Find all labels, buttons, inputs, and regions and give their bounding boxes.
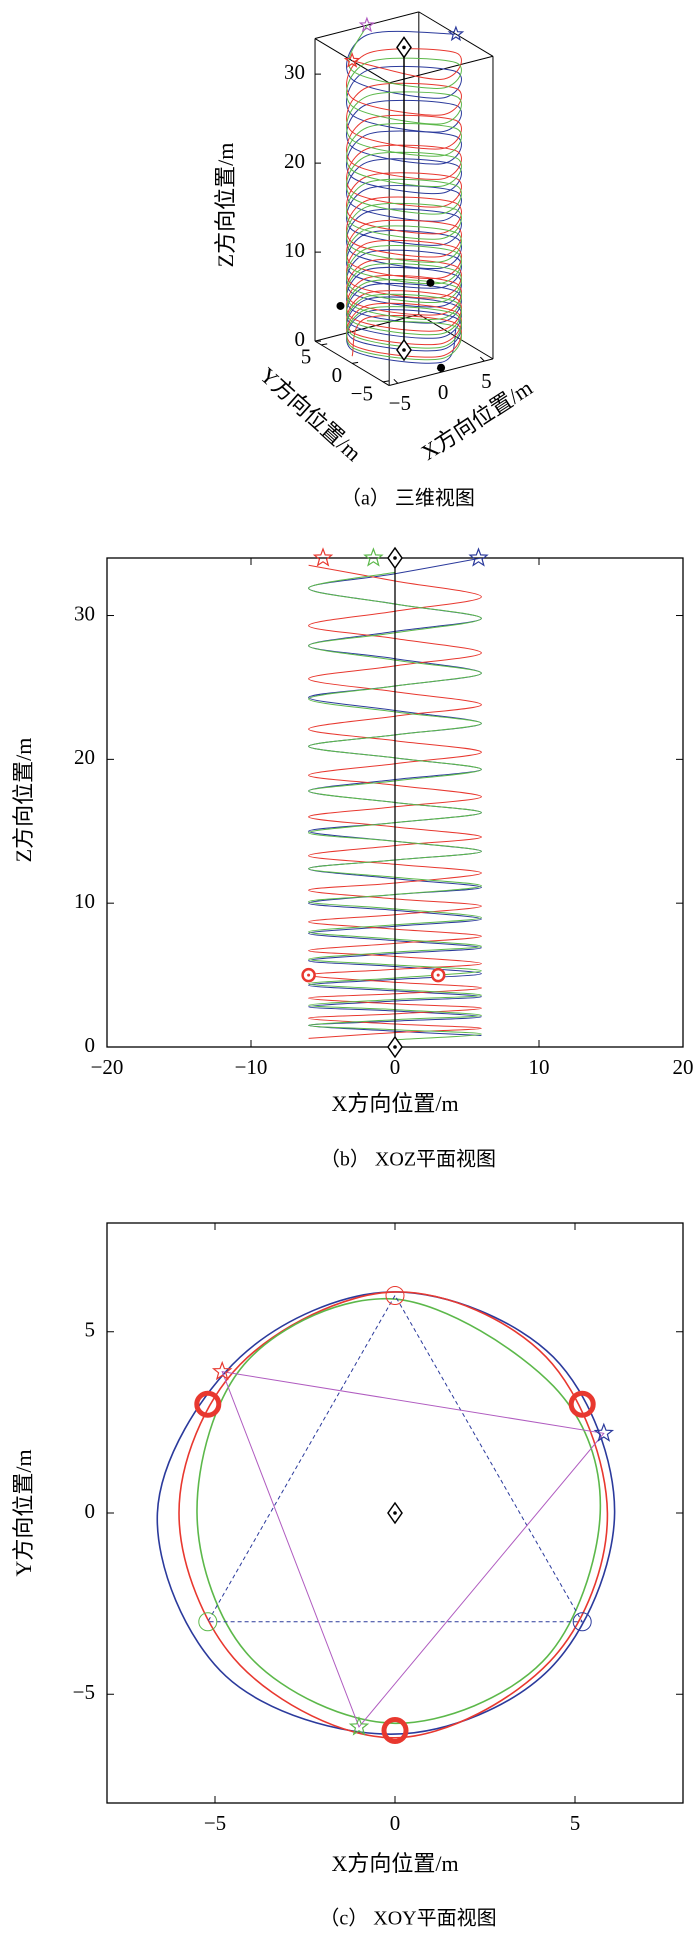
y-axis-label: Y方向位置/m [11, 1449, 36, 1576]
target-ring [381, 1717, 409, 1744]
x-tick-label: 20 [673, 1055, 694, 1079]
trajectory-line [346, 30, 462, 364]
star-marker [363, 547, 384, 567]
y-tick-label: 0 [332, 363, 343, 387]
z-tick-label: 20 [284, 149, 305, 173]
target-ring [568, 1390, 596, 1418]
x-tick-label: 10 [529, 1055, 550, 1079]
z-axis-label: Z方向位置/m [213, 143, 238, 268]
star-marker [312, 547, 334, 567]
y-axis-label: Y方向位置/m [255, 362, 366, 466]
y-tick [321, 343, 328, 346]
y-axis-label: Z方向位置/m [11, 738, 36, 863]
z-tick-label: 30 [284, 60, 305, 84]
x-axis-label: X方向位置/m [331, 1091, 458, 1116]
y-tick-label: 20 [74, 745, 95, 769]
diamond-center [393, 556, 397, 560]
axis-box [418, 11, 494, 57]
z-tick-label: 0 [295, 327, 306, 351]
target-ring [194, 1390, 222, 1418]
axis-box [418, 314, 494, 360]
x-tick [479, 356, 485, 362]
star-marker [593, 1422, 615, 1442]
y-tick-label: 0 [85, 1499, 96, 1523]
target-ring-center [307, 973, 311, 977]
y-tick [382, 380, 390, 383]
axis-box [314, 340, 390, 386]
target-ring-center [436, 973, 440, 977]
diamond-center [402, 348, 406, 352]
axis-box [314, 11, 419, 40]
star-marker [211, 1360, 233, 1381]
y-tick-label: −5 [351, 382, 373, 406]
trajectory-line [156, 1291, 616, 1735]
caption: （a） 三维视图 [341, 487, 475, 510]
circle-marker [385, 1286, 405, 1305]
x-tick-label: 5 [481, 369, 492, 393]
x-tick-label: −5 [389, 391, 411, 415]
y-tick-label: 30 [74, 601, 95, 625]
y-tick [352, 361, 359, 364]
x-axis-label: X方向位置/m [331, 1851, 458, 1876]
x-tick-label: −5 [204, 1811, 226, 1835]
axis-box [389, 358, 494, 387]
diamond-center [402, 45, 406, 50]
y-tick-label: 0 [85, 1033, 96, 1057]
circle-marker [198, 1612, 218, 1632]
circle-marker [572, 1612, 592, 1632]
star-marker [343, 51, 361, 68]
y-tick-label: −5 [73, 1680, 95, 1704]
star-marker [348, 1716, 370, 1736]
x-tick-label: −10 [235, 1055, 268, 1079]
x-tick-label: 0 [390, 1811, 401, 1835]
star-marker [447, 25, 465, 42]
x-tick-label: 5 [570, 1811, 581, 1835]
axis-box [389, 55, 494, 84]
trajectory-line [308, 564, 482, 1039]
target-dot [437, 363, 446, 372]
x-tick-label: 0 [390, 1055, 401, 1079]
plot-area [156, 1291, 616, 1739]
x-tick-label: −20 [91, 1055, 124, 1079]
target-dot [336, 301, 345, 310]
star-marker [358, 16, 376, 33]
x-tick-label: 0 [438, 380, 449, 404]
z-tick-label: 10 [284, 238, 305, 262]
y-tick-label: 5 [301, 345, 312, 369]
target-dot [426, 278, 435, 287]
diamond-center [393, 1511, 397, 1515]
x-tick [393, 378, 399, 384]
x-axis-label: X方向位置/m [417, 375, 537, 465]
caption: （b） XOZ平面视图 [320, 1148, 496, 1171]
trajectory-line [178, 1291, 609, 1739]
y-tick-label: 5 [85, 1318, 96, 1342]
formation-triangle [221, 1370, 605, 1728]
star-marker [468, 547, 489, 567]
trajectory-line [346, 48, 462, 358]
diamond-center [393, 1045, 397, 1049]
formation-triangle [206, 1294, 584, 1623]
axis-box [314, 313, 419, 342]
trajectory-line [196, 1297, 602, 1725]
trajectory-line [346, 25, 462, 361]
caption: （c） XOY平面视图 [319, 1907, 496, 1930]
y-tick-label: 10 [74, 889, 95, 913]
